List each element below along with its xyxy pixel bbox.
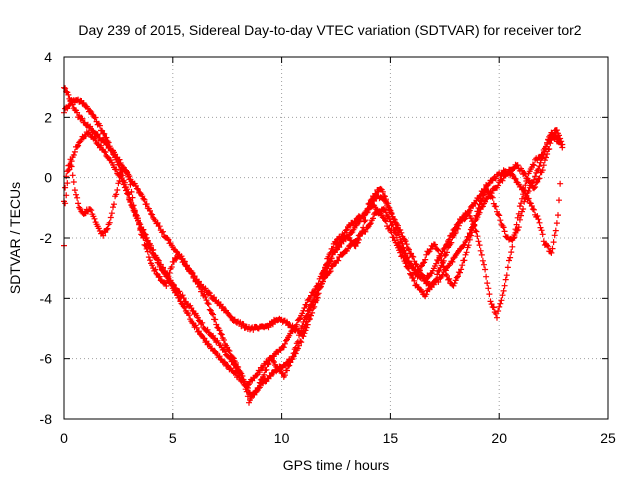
chart-title: Day 239 of 2015, Sidereal Day-to-day VTE… — [78, 22, 581, 38]
y-axis-label: SDTVAR / TECUs — [7, 182, 23, 294]
y-tick-label: 0 — [44, 170, 52, 186]
y-tick-label: -6 — [40, 351, 53, 367]
x-tick-label: 5 — [169, 430, 177, 446]
x-tick-label: 15 — [383, 430, 399, 446]
x-tick-label: 10 — [274, 430, 290, 446]
y-tick-label: 4 — [44, 49, 52, 65]
x-tick-label: 20 — [491, 430, 507, 446]
y-tick-label: -2 — [40, 230, 53, 246]
y-tick-label: 2 — [44, 109, 52, 125]
x-tick-label: 25 — [600, 430, 616, 446]
grid-lines — [64, 57, 608, 419]
x-tick-label: 0 — [60, 430, 68, 446]
y-tick-label: -8 — [40, 411, 53, 427]
y-tick-label: -4 — [40, 290, 53, 306]
x-axis-label: GPS time / hours — [283, 457, 390, 473]
axis-ticks: 0 5 10 15 20 25 -8 -6 -4 -2 0 2 4 — [40, 49, 616, 446]
